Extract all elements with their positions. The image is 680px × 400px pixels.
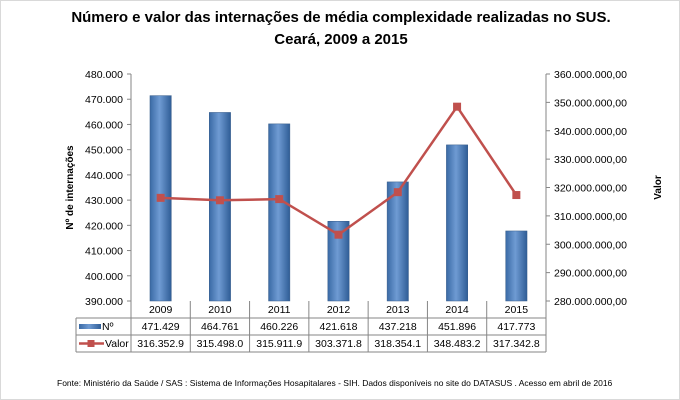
bar-data-label: 471.429 [142, 321, 180, 333]
line-marker [156, 193, 165, 202]
line-data-label: 316.352.9 [137, 338, 184, 350]
right-tick-label: 320.000.000,00 [554, 183, 627, 195]
bar [209, 112, 231, 302]
legend-bar-key [79, 324, 101, 329]
bar-data-label: 460.226 [260, 321, 298, 333]
right-tick-label: 360.000.000,00 [554, 69, 627, 81]
bar-data-label: 464.761 [201, 321, 239, 333]
line-marker [512, 191, 521, 200]
legend-bar-name: Nº [102, 321, 114, 333]
line-data-label: 317.342.8 [493, 338, 540, 350]
right-tick-label: 280.000.000,00 [554, 296, 627, 308]
line-marker [334, 230, 343, 239]
right-axis-label: Valor [653, 175, 664, 200]
source-note: Fonte: Ministério da Saúde / SAS : Siste… [57, 378, 613, 388]
left-tick-label: 440.000 [85, 170, 123, 182]
bar [505, 230, 528, 302]
line-data-label: 348.483.2 [434, 338, 481, 350]
category-label: 2010 [208, 304, 232, 316]
right-tick-label: 300.000.000,00 [554, 239, 627, 251]
line-marker [275, 195, 284, 204]
bar-data-label: 451.896 [438, 321, 476, 333]
legend-line-name: Valor [105, 338, 129, 350]
chart-svg: 390.000 400.000 410.000 420.000 430.000 440.0… [65, 69, 664, 353]
left-tick-label: 480.000 [85, 69, 123, 81]
bar [327, 221, 350, 302]
line-data-label: 303.371.8 [315, 338, 362, 350]
category-label: 2012 [327, 304, 351, 316]
right-tick-label: 350.000.000,00 [554, 97, 627, 109]
bar-data-label: 417.773 [497, 321, 535, 333]
category-label: 2015 [505, 304, 529, 316]
category-label: 2013 [386, 304, 410, 316]
line-marker [215, 196, 224, 205]
line-marker [393, 188, 402, 197]
left-tick-label: 420.000 [85, 220, 123, 232]
left-tick-label: 430.000 [85, 195, 123, 207]
line-data-label: 315.498.0 [197, 338, 244, 350]
bar [268, 123, 291, 302]
left-tick-label: 450.000 [85, 145, 123, 157]
left-axis-label: Nº de internações [65, 145, 76, 230]
category-label: 2011 [268, 304, 291, 316]
right-tick-label: 330.000.000,00 [554, 154, 627, 166]
category-label: 2014 [445, 304, 469, 316]
left-tick-label: 410.000 [85, 246, 123, 258]
left-tick-label: 470.000 [85, 94, 123, 106]
right-tick-label: 340.000.000,00 [554, 126, 627, 138]
category-label: 2009 [149, 304, 173, 316]
chart-title: Número e valor das internações de média … [71, 9, 611, 26]
bar [386, 181, 409, 302]
bar [446, 144, 468, 302]
legend-line-marker [87, 340, 95, 347]
left-tick-label: 400.000 [85, 271, 123, 283]
right-tick-label: 310.000.000,00 [554, 211, 627, 223]
left-tick-label: 390.000 [85, 296, 123, 308]
right-tick-label: 290.000.000,00 [554, 268, 627, 280]
bar-data-label: 437.218 [379, 321, 417, 333]
line-data-label: 318.354.1 [374, 338, 421, 350]
chart-subtitle: Ceará, 2009 a 2015 [274, 31, 408, 48]
left-tick-label: 460.000 [85, 119, 123, 131]
line-data-label: 315.911.9 [256, 338, 302, 350]
line-marker [453, 102, 462, 111]
bar-data-label: 421.618 [320, 321, 358, 333]
